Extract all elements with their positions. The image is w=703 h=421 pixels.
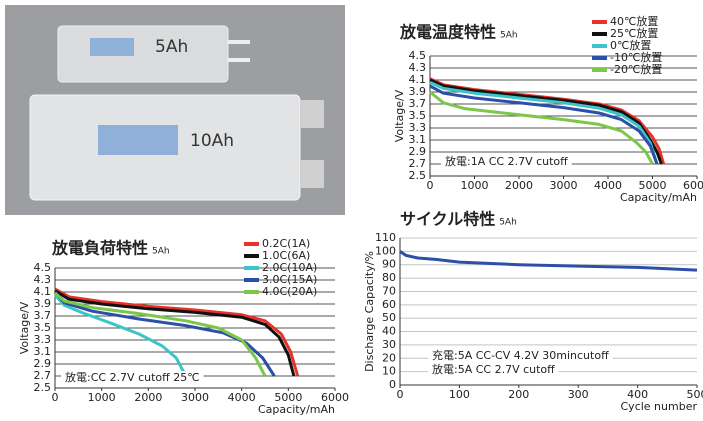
y-tick-label: 2.7 (34, 369, 52, 382)
chart-subtitle: 5Ah (500, 31, 518, 41)
y-axis-label: Voltage/V (18, 301, 31, 354)
y-tick-label: 3.7 (34, 309, 52, 322)
chart-subtitle: 5Ah (152, 247, 170, 257)
y-tick-label: 3.3 (34, 333, 52, 346)
x-tick-label: 0 (52, 391, 59, 404)
x-tick-label: 4000 (594, 179, 622, 192)
annotation: 充電:5A CC-CV 4.2V 30mincutoff (432, 348, 609, 362)
tab (300, 100, 324, 128)
y-tick-label: 90 (382, 258, 396, 271)
photo-label: 5Ah (155, 37, 188, 57)
tab (228, 40, 250, 44)
x-tick-label: 1000 (461, 179, 489, 192)
y-axis-label: Voltage/V (393, 89, 406, 142)
x-tick-label: 3000 (181, 391, 209, 404)
y-tick-label: 4.5 (34, 261, 52, 274)
page: 5Ah 10Ah 2.52.72.93.13.33.53.73.94.14.34… (0, 0, 703, 421)
photo: 5Ah 10Ah (5, 5, 345, 215)
y-tick-label: 70 (382, 284, 396, 297)
x-tick-label: 200 (508, 388, 529, 401)
y-tick-label: 2.7 (409, 157, 427, 170)
y-tick-label: 3.7 (409, 97, 427, 110)
y-tick-label: 10 (382, 365, 396, 378)
x-tick-label: 0 (427, 179, 434, 192)
y-tick-label: 4.1 (409, 73, 427, 86)
y-tick-label: 30 (382, 338, 396, 351)
y-tick-label: 2.9 (34, 357, 52, 370)
x-tick-label: 3000 (550, 179, 578, 192)
legend-label: -20℃放置 (610, 62, 662, 76)
y-tick-label: 20 (382, 351, 396, 364)
y-tick-label: 4.3 (409, 61, 427, 74)
y-tick-label: 3.1 (34, 345, 52, 358)
annotation: 放電:5A CC 2.7V cutoff (432, 362, 555, 376)
legend-label: -10℃放置 (610, 50, 662, 64)
figure: 5Ah 10Ah 2.52.72.93.13.33.53.73.94.14.34… (0, 0, 703, 421)
y-tick-label: 80 (382, 271, 396, 284)
y-tick-label: 3.9 (34, 297, 52, 310)
tab (228, 58, 250, 62)
y-tick-label: 110 (375, 231, 396, 244)
chart-title: 放電温度特性 (399, 23, 496, 42)
y-tick-label: 60 (382, 298, 396, 311)
cell-small (58, 26, 228, 82)
y-tick-label: 3.1 (409, 133, 427, 146)
y-tick-label: 100 (375, 244, 396, 257)
legend-label: 25℃放置 (610, 26, 658, 40)
x-tick-label: 4000 (228, 391, 256, 404)
y-tick-label: 2.5 (409, 169, 427, 182)
legend-label: 4.0C(20A) (262, 285, 317, 298)
y-axis-label: Discharge Capacity/% (363, 251, 376, 372)
x-axis-label: Capacity/mAh (620, 191, 697, 204)
y-tick-label: 3.3 (409, 121, 427, 134)
chart: 2.52.72.93.13.33.53.73.94.14.34.5 0 1000 20… (393, 14, 703, 204)
y-tick-label: 2.5 (34, 381, 52, 394)
photo-label: 10Ah (190, 131, 234, 151)
y-tick-label: 3.5 (34, 321, 52, 334)
x-tick-label: 1000 (88, 391, 116, 404)
chart-title: 放電負荷特性 (51, 239, 148, 258)
chart: 2.52.72.93.13.33.53.73.94.14.34.5 0 1000 20… (18, 237, 349, 416)
y-tick-label: 2.9 (409, 145, 427, 158)
y-tick-label: 0 (389, 378, 396, 391)
annotation: 放電:1A CC 2.7V cutoff (445, 154, 568, 168)
y-tick-label: 3.5 (409, 109, 427, 122)
y-tick-label: 3.9 (409, 85, 427, 98)
legend-label: 0℃放置 (610, 38, 651, 52)
y-tick-label: 4.3 (34, 273, 52, 286)
y-tick-label: 40 (382, 325, 396, 338)
y-tick-label: 4.1 (34, 285, 52, 298)
x-tick-label: 2000 (134, 391, 162, 404)
annotation: 放電:CC 2.7V cutoff 25℃ (65, 370, 200, 384)
chart-subtitle: 5Ah (499, 218, 517, 228)
cell-label (90, 38, 134, 56)
y-tick-label: 4.5 (409, 49, 427, 62)
x-tick-label: 2000 (505, 179, 533, 192)
tab (300, 160, 324, 188)
chart-title: サイクル特性 (400, 210, 495, 229)
x-tick-label: 0 (397, 388, 404, 401)
y-tick-label: 50 (382, 311, 396, 324)
x-tick-label: 300 (568, 388, 589, 401)
x-axis-label: Capacity/mAh (258, 403, 335, 416)
legend-label: 40℃放置 (610, 14, 658, 28)
x-tick-label: 100 (449, 388, 470, 401)
x-axis-label: Cycle number (621, 400, 698, 413)
cell-label (98, 125, 178, 155)
